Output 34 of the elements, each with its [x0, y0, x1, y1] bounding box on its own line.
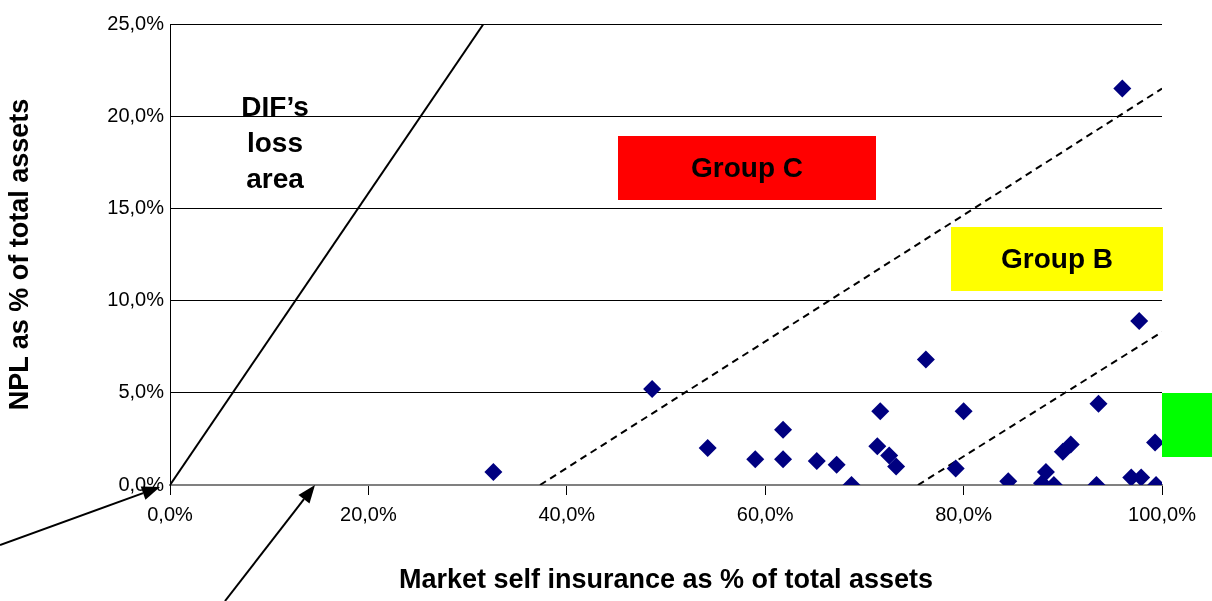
point	[746, 450, 765, 469]
annotation: DIF’s loss area	[240, 89, 310, 196]
x-tick-label: 80,0%	[935, 502, 993, 525]
point	[643, 380, 662, 399]
y-tick-label: 20,0%	[107, 103, 165, 126]
point	[916, 350, 935, 369]
point	[1036, 463, 1055, 482]
x-tick-label: 60,0%	[736, 502, 794, 525]
x-axis-title: Market self insurance as % of total assets	[398, 564, 934, 595]
point	[880, 446, 899, 465]
point	[774, 420, 793, 439]
point	[774, 450, 793, 469]
point	[807, 452, 826, 471]
point	[1113, 79, 1132, 98]
x-tick-label: 40,0%	[538, 502, 596, 525]
point	[868, 437, 887, 456]
y-tick-label: 15,0%	[107, 195, 165, 218]
point	[946, 459, 965, 478]
x-tick-label: 100,0%	[1128, 502, 1197, 525]
y-tick-label: 5,0%	[118, 380, 165, 403]
point	[484, 463, 503, 482]
x-tick-label: 20,0%	[340, 502, 397, 525]
point	[1089, 394, 1108, 413]
point	[954, 402, 973, 421]
y-axis-title: NPL as % of total assets	[3, 98, 34, 411]
point	[827, 455, 846, 474]
point	[1130, 311, 1149, 330]
point	[1061, 435, 1080, 454]
y-tick-label: 10,0%	[107, 288, 165, 311]
point	[871, 402, 890, 421]
point	[698, 439, 717, 458]
point	[887, 457, 906, 476]
y-tick-label: 25,0%	[107, 11, 165, 34]
x-tick-label: 0,0%	[147, 502, 194, 525]
